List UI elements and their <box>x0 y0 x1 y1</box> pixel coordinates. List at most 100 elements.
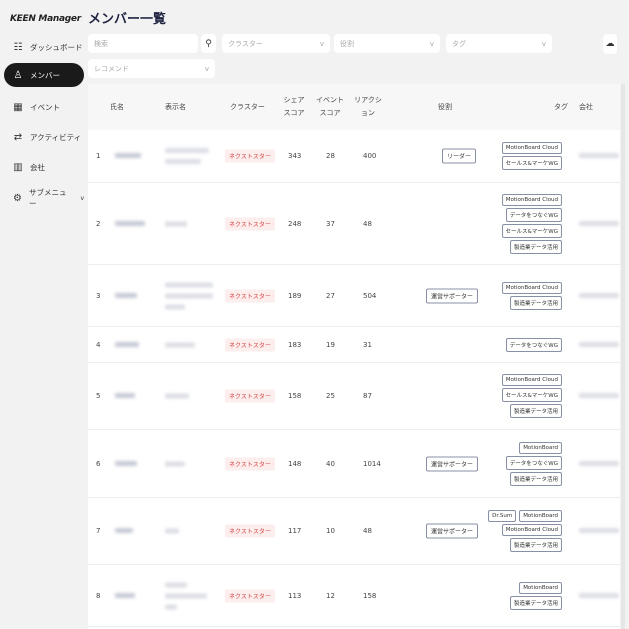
sidebar-item-2[interactable]: ▦ イベント <box>4 95 84 119</box>
sidebar-item-label: メンバー <box>30 70 60 80</box>
member-name[interactable] <box>115 460 137 468</box>
header-cluster[interactable]: クラスター <box>230 103 265 111</box>
recommend-placeholder: レコメンド <box>94 64 129 73</box>
cloud-download-icon: ☁ <box>605 39 615 49</box>
chevron-down-icon: v <box>319 39 324 48</box>
table-row[interactable]: 7 ネクストスター 117 10 48 運営サポーター Dr.Sum MotionBoard M… <box>88 498 620 565</box>
tag-select[interactable]: タグ v <box>446 34 552 53</box>
table-row[interactable]: 6 ネクストスター 148 40 1014 運営サポーター MotionBoard データをつ… <box>88 430 620 498</box>
tag-badge[interactable]: セールス&マーケWG <box>501 223 562 238</box>
table-row[interactable]: 3 ネクストスター 189 27 504 運営サポーター MotionBoard Cloud… <box>88 265 620 327</box>
row-number: 3 <box>96 291 101 300</box>
tag-badge[interactable]: MotionBoard <box>519 441 562 454</box>
sidebar-item-5[interactable]: ⚙ サブメニュー v <box>4 186 84 210</box>
header-role[interactable]: 役割 <box>438 103 452 111</box>
search-button[interactable]: ⚲ <box>201 34 216 53</box>
header-company[interactable]: 会社 <box>579 103 593 111</box>
header-reaction[interactable]: リアクシ ョン <box>354 96 382 117</box>
member-name[interactable] <box>115 592 135 600</box>
cluster-select[interactable]: クラスター v <box>222 34 330 53</box>
scrollbar[interactable] <box>621 84 625 629</box>
member-name[interactable] <box>115 341 139 349</box>
person-icon: ♙ <box>13 69 23 81</box>
row-number: 1 <box>96 152 101 160</box>
event-score: 25 <box>326 392 335 400</box>
tag-badge[interactable]: 製造業データ活用 <box>509 595 562 610</box>
app-logo: KEEN Manager <box>10 14 81 24</box>
tag-badge[interactable]: 製造業データ活用 <box>509 295 562 310</box>
company-name[interactable] <box>579 392 619 400</box>
row-number: 6 <box>96 459 101 468</box>
tag-badge[interactable]: データをつなぐWG <box>505 455 562 470</box>
download-button[interactable]: ☁ <box>603 34 617 54</box>
role-placeholder: 役割 <box>340 39 354 48</box>
row-number: 4 <box>96 340 101 349</box>
cluster-badge: ネクストスター <box>225 289 275 302</box>
tag-badge[interactable]: MotionBoard Cloud <box>501 193 562 206</box>
tag-badge[interactable]: データをつなぐWG <box>505 207 562 222</box>
tag-badge[interactable]: データをつなぐWG <box>505 337 562 352</box>
page-title: メンバー一覧 <box>88 12 167 27</box>
company-name[interactable] <box>579 460 619 468</box>
tag-badge[interactable]: MotionBoard <box>519 510 562 522</box>
grid-icon: ☷ <box>13 41 23 53</box>
company-name[interactable] <box>579 341 619 349</box>
company-name[interactable] <box>579 292 619 300</box>
table-row[interactable]: 5 ネクストスター 158 25 87 MotionBoard Cloud セールス&マーケ… <box>88 363 620 430</box>
company-name[interactable] <box>579 527 619 535</box>
event-score: 12 <box>326 591 335 600</box>
sidebar-item-3[interactable]: ⇄ アクティビティ <box>4 125 84 149</box>
display-name <box>165 148 209 164</box>
member-name[interactable] <box>115 292 137 300</box>
member-name[interactable] <box>115 152 141 160</box>
table-row[interactable]: 1 ネクストスター 343 28 400 リーダー MotionBoard Cloud セール… <box>88 130 620 183</box>
tag-badge[interactable]: 製造業データ活用 <box>509 471 562 486</box>
cluster-badge: ネクストスター <box>225 524 275 538</box>
row-number: 2 <box>96 219 101 228</box>
tag-badge[interactable]: Dr.Sum <box>488 510 517 522</box>
tag-badge[interactable]: 製造業データ活用 <box>509 239 562 254</box>
company-name[interactable] <box>579 592 619 600</box>
member-name[interactable] <box>115 527 133 535</box>
table-row[interactable]: 2 ネクストスター 248 37 48 MotionBoard Cloud データをつなぐW… <box>88 183 620 265</box>
tag-badge[interactable]: MotionBoard Cloud <box>501 142 562 154</box>
header-name[interactable]: 氏名 <box>110 103 124 111</box>
member-name[interactable] <box>115 220 145 228</box>
tag-list: MotionBoard Cloud データをつなぐWG セールス&マーケWG 製造業デ… <box>501 193 562 254</box>
tag-badge[interactable]: セールス&マーケWG <box>501 156 562 170</box>
header-share-score[interactable]: シェア スコア <box>283 96 305 117</box>
event-score: 37 <box>326 219 335 228</box>
display-name <box>165 221 187 226</box>
reaction-count: 31 <box>363 340 372 349</box>
tag-badge[interactable]: MotionBoard Cloud <box>501 281 562 294</box>
tag-list: MotionBoard 製造業データ活用 <box>509 581 562 610</box>
tag-badge[interactable]: MotionBoard Cloud <box>501 524 562 536</box>
table-row[interactable]: 8 ネクストスター 113 12 158 MotionBoard 製造業データ活用 <box>88 565 620 627</box>
cluster-badge: ネクストスター <box>225 457 275 470</box>
tag-badge[interactable]: 製造業データ活用 <box>509 404 562 418</box>
tag-badge[interactable]: 製造業データ活用 <box>509 538 562 552</box>
reaction-count: 48 <box>363 219 372 228</box>
table-row[interactable]: 4 ネクストスター 183 19 31 データをつなぐWG <box>88 327 620 363</box>
sidebar-item-0[interactable]: ☷ ダッシュボード <box>4 35 84 59</box>
role-select[interactable]: 役割 v <box>334 34 440 53</box>
company-name[interactable] <box>579 152 619 160</box>
header-event-score[interactable]: イベント スコア <box>316 96 344 117</box>
reaction-count: 400 <box>363 152 377 160</box>
tag-badge[interactable]: MotionBoard Cloud <box>501 374 562 386</box>
tag-badge[interactable]: セールス&マーケWG <box>501 388 562 402</box>
sidebar-item-4[interactable]: ▥ 会社 <box>4 155 84 179</box>
member-name[interactable] <box>115 392 135 400</box>
event-score: 19 <box>326 340 335 349</box>
search-input[interactable]: 検索 <box>88 34 198 53</box>
header-tag[interactable]: タグ <box>554 103 568 111</box>
sidebar-item-1[interactable]: ♙ メンバー <box>4 63 84 87</box>
cluster-badge: ネクストスター <box>225 589 275 602</box>
recommend-select[interactable]: レコメンド v <box>88 59 215 78</box>
tag-list: Dr.Sum MotionBoard MotionBoard Cloud 製造業データ… <box>488 510 562 552</box>
company-name[interactable] <box>579 220 619 228</box>
share-score: 183 <box>288 340 302 349</box>
event-score: 27 <box>326 291 335 300</box>
header-display-name[interactable]: 表示名 <box>165 103 186 111</box>
tag-badge[interactable]: MotionBoard <box>519 581 562 594</box>
